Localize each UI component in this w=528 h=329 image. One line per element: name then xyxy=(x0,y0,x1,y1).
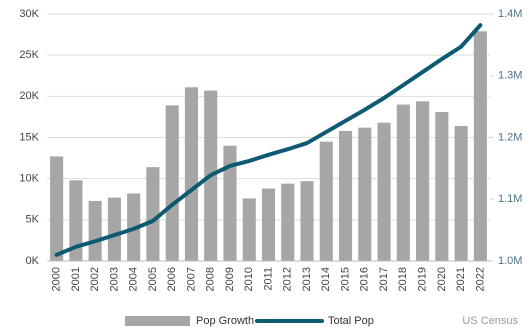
bar xyxy=(165,105,179,261)
x-tick-label: 2008 xyxy=(205,267,217,291)
y-tick-label: 10K xyxy=(19,173,39,185)
x-tick-label: 2003 xyxy=(108,267,120,291)
bar xyxy=(300,181,314,261)
x-tick-label: 2015 xyxy=(339,267,351,291)
bar xyxy=(377,122,391,262)
y2-tick-label: 1.0M xyxy=(498,255,522,267)
y2-tick-label: 1.4M xyxy=(498,8,522,20)
y2-tick-label: 1.2M xyxy=(498,131,522,143)
x-tick-label: 2018 xyxy=(397,267,409,291)
legend-label: Pop Growth xyxy=(196,315,254,327)
y-tick-label: 0K xyxy=(26,255,40,267)
x-tick-label: 2010 xyxy=(243,267,255,291)
x-tick-label: 2002 xyxy=(89,267,101,291)
bar xyxy=(223,145,237,261)
bar xyxy=(281,183,295,261)
x-tick-label: 2011 xyxy=(262,267,274,291)
legend-label: Total Pop xyxy=(328,315,374,327)
x-tick-label: 2005 xyxy=(147,267,159,291)
bar xyxy=(242,198,256,261)
legend-swatch xyxy=(125,316,190,326)
x-tick-label: 2000 xyxy=(51,267,63,291)
bar xyxy=(146,167,160,261)
bar xyxy=(107,197,121,261)
bar xyxy=(358,127,372,262)
bar xyxy=(319,141,333,261)
line xyxy=(54,23,483,257)
bar xyxy=(184,87,199,261)
x-tick-label: 2016 xyxy=(359,267,371,291)
y-tick-label: 25K xyxy=(19,49,39,61)
bar xyxy=(473,31,487,262)
source: US Census xyxy=(462,315,518,327)
x-tick-label: 2007 xyxy=(185,267,197,291)
bar xyxy=(88,200,102,261)
y-tick-label: 15K xyxy=(19,131,39,143)
x-tick-label: 2013 xyxy=(301,267,313,291)
y-tick-label: 20K xyxy=(19,90,39,102)
x-tick-label: 2017 xyxy=(378,267,390,291)
bar xyxy=(396,104,410,261)
x-tick-label: 2019 xyxy=(416,267,428,291)
x-tick-label: 2004 xyxy=(128,267,140,291)
bar xyxy=(454,125,468,262)
x-tick-label: 2021 xyxy=(455,267,467,291)
x-tick-label: 2014 xyxy=(320,267,332,291)
bar xyxy=(416,101,430,261)
bar xyxy=(338,130,353,261)
x-tick-label: 2020 xyxy=(436,267,448,291)
x-tick-label: 2012 xyxy=(282,267,294,291)
x-tick-label: 2001 xyxy=(70,267,82,291)
bar xyxy=(69,180,83,261)
bar xyxy=(261,188,276,261)
x-tick-label: 2006 xyxy=(166,267,178,291)
bar xyxy=(435,111,449,261)
y2-tick-label: 1.3M xyxy=(498,70,522,82)
x-tick-label: 2022 xyxy=(474,267,486,291)
x-tick-label: 2009 xyxy=(224,267,236,291)
bar xyxy=(50,156,64,261)
y2-tick-label: 1.1M xyxy=(498,193,522,205)
y-tick-label: 30K xyxy=(19,8,39,20)
y-tick-label: 5K xyxy=(26,214,40,226)
